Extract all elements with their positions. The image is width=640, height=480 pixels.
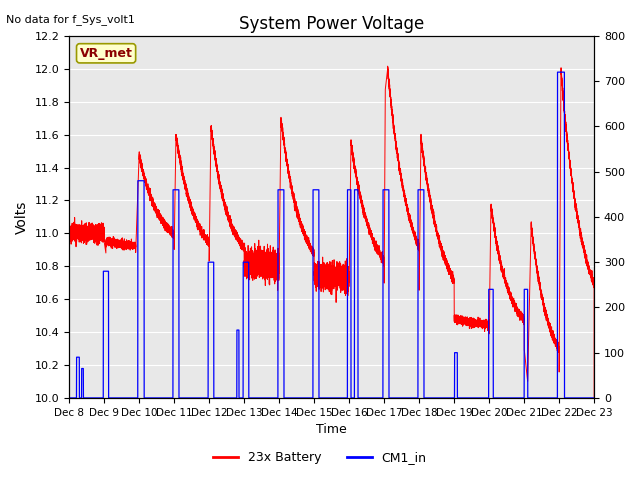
Text: VR_met: VR_met [79,47,132,60]
X-axis label: Time: Time [316,423,347,436]
Y-axis label: Volts: Volts [15,200,29,234]
Legend: 23x Battery, CM1_in: 23x Battery, CM1_in [208,446,432,469]
Text: No data for f_Sys_volt1: No data for f_Sys_volt1 [6,14,135,25]
Title: System Power Voltage: System Power Voltage [239,15,424,33]
